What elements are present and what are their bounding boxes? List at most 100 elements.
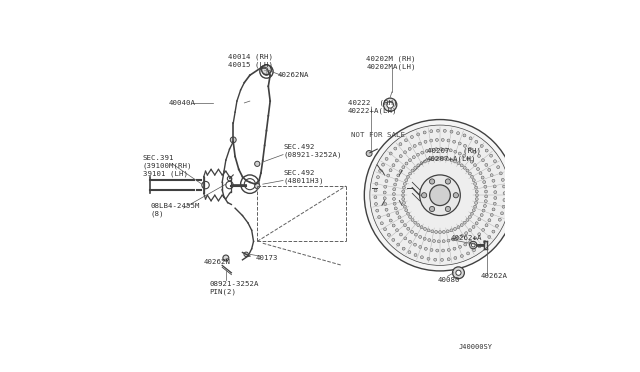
Circle shape xyxy=(414,254,417,257)
Circle shape xyxy=(417,133,420,136)
Circle shape xyxy=(383,98,397,112)
Circle shape xyxy=(384,203,387,206)
Circle shape xyxy=(389,219,392,222)
Circle shape xyxy=(442,231,445,233)
Circle shape xyxy=(227,176,232,181)
Circle shape xyxy=(442,240,445,243)
Circle shape xyxy=(396,211,399,214)
Circle shape xyxy=(394,147,397,150)
Circle shape xyxy=(478,218,481,221)
Circle shape xyxy=(380,222,383,225)
Circle shape xyxy=(389,152,392,155)
Circle shape xyxy=(438,231,442,234)
Circle shape xyxy=(485,163,488,166)
Text: 40262NA: 40262NA xyxy=(278,72,309,78)
Circle shape xyxy=(383,191,386,194)
Circle shape xyxy=(450,229,453,232)
Circle shape xyxy=(413,144,416,147)
Text: 40207   (RH)
40207+A(LH): 40207 (RH) 40207+A(LH) xyxy=(427,147,481,162)
Circle shape xyxy=(493,185,496,188)
Circle shape xyxy=(430,148,433,151)
Circle shape xyxy=(436,249,439,252)
Circle shape xyxy=(387,214,390,217)
Circle shape xyxy=(453,247,456,250)
Circle shape xyxy=(501,179,504,181)
Circle shape xyxy=(255,161,260,166)
Circle shape xyxy=(394,207,397,210)
Circle shape xyxy=(469,240,472,243)
Circle shape xyxy=(488,219,491,222)
Circle shape xyxy=(447,258,450,261)
Circle shape xyxy=(403,201,405,204)
Circle shape xyxy=(406,212,410,215)
Circle shape xyxy=(364,119,516,271)
Circle shape xyxy=(483,180,486,183)
Circle shape xyxy=(366,151,372,157)
Circle shape xyxy=(430,248,433,251)
Circle shape xyxy=(441,138,444,141)
Circle shape xyxy=(404,151,406,154)
Circle shape xyxy=(480,144,483,147)
Circle shape xyxy=(457,226,460,229)
Circle shape xyxy=(420,162,423,165)
Circle shape xyxy=(374,189,377,192)
Circle shape xyxy=(468,172,471,175)
Circle shape xyxy=(493,202,496,205)
Circle shape xyxy=(383,197,386,200)
Text: 40080: 40080 xyxy=(437,277,460,283)
Circle shape xyxy=(494,191,497,194)
Circle shape xyxy=(446,230,449,233)
Circle shape xyxy=(470,212,474,215)
Text: 40262A: 40262A xyxy=(481,273,508,279)
Circle shape xyxy=(376,176,380,179)
Circle shape xyxy=(502,205,505,208)
Circle shape xyxy=(375,182,378,185)
Circle shape xyxy=(420,256,424,259)
Circle shape xyxy=(475,222,478,225)
Circle shape xyxy=(454,160,456,163)
Circle shape xyxy=(412,156,415,159)
Circle shape xyxy=(445,179,451,184)
Circle shape xyxy=(468,147,472,150)
Circle shape xyxy=(492,230,495,233)
Circle shape xyxy=(478,245,481,248)
Circle shape xyxy=(429,179,435,184)
Circle shape xyxy=(429,139,433,142)
Circle shape xyxy=(385,208,388,211)
Circle shape xyxy=(409,215,412,218)
Circle shape xyxy=(447,139,450,142)
Circle shape xyxy=(402,190,404,193)
Circle shape xyxy=(410,230,413,233)
Circle shape xyxy=(449,149,452,152)
Text: SEC.391
(39100M(RH)
39101 (LH): SEC.391 (39100M(RH) 39101 (LH) xyxy=(143,155,192,177)
Circle shape xyxy=(244,252,248,257)
Circle shape xyxy=(463,154,465,157)
Circle shape xyxy=(374,202,378,205)
Circle shape xyxy=(262,65,271,74)
Circle shape xyxy=(468,215,471,218)
Circle shape xyxy=(464,243,467,246)
Circle shape xyxy=(430,130,433,133)
Circle shape xyxy=(262,65,271,74)
Circle shape xyxy=(415,233,417,236)
Circle shape xyxy=(374,196,377,199)
Circle shape xyxy=(379,169,381,172)
Circle shape xyxy=(452,267,465,279)
Circle shape xyxy=(408,147,411,150)
Circle shape xyxy=(463,134,466,137)
Circle shape xyxy=(410,135,413,138)
Circle shape xyxy=(499,172,502,175)
Text: J40000SY: J40000SY xyxy=(458,344,492,350)
Text: 40202M (RH)
40202MA(LH): 40202M (RH) 40202MA(LH) xyxy=(366,55,415,70)
Circle shape xyxy=(502,185,506,188)
Circle shape xyxy=(260,65,273,78)
Circle shape xyxy=(447,239,450,242)
Circle shape xyxy=(452,140,456,143)
Circle shape xyxy=(420,226,423,229)
Circle shape xyxy=(241,175,259,193)
Circle shape xyxy=(380,178,384,182)
Circle shape xyxy=(482,209,485,212)
Circle shape xyxy=(481,176,484,179)
Circle shape xyxy=(396,159,398,162)
Circle shape xyxy=(500,212,504,215)
